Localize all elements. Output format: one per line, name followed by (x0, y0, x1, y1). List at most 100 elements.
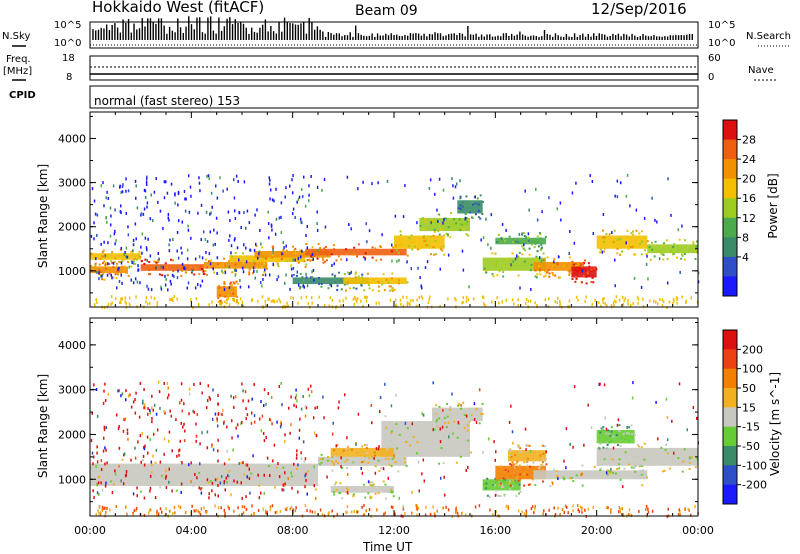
freq-tick-top: 18 (62, 53, 75, 64)
power-colorbar-tick-4: 12 (742, 212, 756, 225)
power-colorbar-tick-0: 28 (742, 134, 756, 147)
power-colorbar-swatch-4 (723, 198, 737, 219)
power-heatmap-cells (90, 173, 700, 310)
xtick-label-1: 04:00 (175, 524, 207, 537)
nave-tick-bottom: 0 (708, 72, 715, 83)
xtick-label-4: 16:00 (479, 524, 511, 537)
power-colorbar-swatch-8 (723, 276, 737, 297)
power-band-5 (254, 250, 331, 258)
velocity-colorbar-swatch-2 (723, 368, 737, 389)
velocity-band-8 (508, 450, 546, 462)
power-colorbar-swatch-5 (723, 217, 737, 238)
velocity-colorbar-tick-5: -50 (742, 440, 760, 453)
power-band-speckle-10 (483, 251, 546, 279)
power-band-speckle-12 (571, 260, 598, 285)
noise-search-label: N.Search (746, 31, 792, 42)
axis-labels: 4000 3000 2000 1000 4000 3000 2000 1000 00:00 04:… (58, 132, 714, 537)
velocity-colorbar-swatch-5 (723, 426, 737, 447)
power-y-axis-title: Slant Range [km] (36, 163, 50, 269)
velocity-band-speckle-10 (599, 442, 699, 473)
noise-panel-frame (89, 21, 699, 49)
freq-unit-label: [MHz] (3, 66, 33, 77)
colorbars: 28 24 20 16 12 8 4 200 100 50 15 -15 -50 -100 -200 (722, 119, 767, 505)
velocity-band-9 (533, 470, 648, 480)
power-band-15 (495, 237, 546, 245)
velocity-band-3 (381, 421, 470, 457)
noise-panel-marks (12, 16, 790, 109)
power-band-16 (292, 277, 369, 285)
power-colorbar-swatch-6 (723, 237, 737, 258)
xtick-label-0: 00:00 (74, 524, 106, 537)
velocity-colorbar-tick-4: -15 (742, 421, 760, 434)
velocity-colorbar-tick-6: -100 (742, 459, 767, 472)
velocity-colorbar-swatch-7 (723, 465, 737, 486)
velocity-ytick-label-0: 4000 (58, 339, 86, 352)
power-band-18 (216, 286, 237, 298)
noise-sky-label: N.Sky (2, 31, 31, 42)
velocity-y-axis-title: Slant Range [km] (36, 373, 50, 479)
date-title: 12/Sep/2016 (591, 0, 687, 18)
power-band-12 (571, 266, 597, 278)
noise-sky-bars (92, 16, 693, 40)
power-colorbar-tick-3: 16 (742, 192, 756, 205)
nave-tick-top: 60 (708, 53, 721, 64)
freq-label: Freq. (6, 54, 31, 65)
power-colorbar-frame (722, 119, 738, 297)
velocity-colorbar-swatch-4 (723, 407, 737, 428)
power-colorbar-tick-1: 24 (742, 153, 756, 166)
power-band-6 (305, 248, 407, 256)
power-band-13 (596, 235, 648, 249)
power-scatter-echoes (90, 173, 700, 310)
velocity-band-5 (330, 447, 394, 457)
velocity-band-speckle-0 (91, 458, 317, 493)
power-band-7 (394, 235, 445, 249)
velocity-band-speckle-5 (332, 442, 396, 465)
freq-panel-frame (89, 55, 699, 81)
power-band-speckle-13 (598, 229, 650, 256)
beam-title: Beam 09 (355, 3, 418, 19)
velocity-colorbar-swatch-3 (723, 388, 737, 408)
velocity-heatmap-cells (90, 380, 699, 519)
noise-right-tick-bottom: 10^0 (708, 38, 736, 49)
velocity-colorbar-title: Velocity [m s^-1] (768, 371, 782, 477)
power-colorbar-swatch-1 (723, 139, 737, 160)
velocity-colorbar-tick-2: 50 (742, 382, 756, 395)
velocity-colorbar-swatch-0 (723, 330, 737, 350)
power-band-14 (647, 244, 698, 254)
power-band-speckle-16 (292, 271, 364, 291)
velocity-band-speckle-9 (534, 464, 648, 488)
power-ytick-label-1: 3000 (58, 177, 86, 190)
velocity-band-speckle-8 (508, 444, 547, 470)
cpid-label: CPID (9, 90, 36, 101)
velocity-band-0 (90, 463, 318, 486)
power-band-11 (533, 262, 584, 271)
power-ytick-label-3: 1000 (58, 265, 86, 278)
power-colorbar-tick-5: 8 (742, 231, 749, 244)
velocity-band-10 (596, 447, 698, 466)
power-colorbar-tick-2: 20 (742, 173, 756, 186)
freq-tick-bottom: 8 (66, 72, 73, 83)
power-band-speckle-15 (496, 232, 547, 253)
xtick-label-5: 20:00 (581, 524, 613, 537)
velocity-colorbar-swatch-6 (723, 446, 737, 466)
velocity-colorbar-swatch-1 (723, 349, 737, 370)
power-band-speckle-2 (140, 258, 206, 278)
velocity-colorbar-tick-0: 200 (742, 343, 763, 356)
power-band-17 (343, 277, 407, 285)
power-band-10 (482, 257, 546, 271)
velocity-colorbar-swatch-8 (723, 484, 737, 505)
velocity-band-speckle-11 (597, 424, 636, 451)
xtick-label-3: 12:00 (378, 524, 410, 537)
nave-label: Nave (748, 65, 774, 76)
power-band-speckle-14 (648, 238, 699, 261)
noise-left-tick-top: 10^5 (54, 20, 82, 31)
power-band-0 (90, 253, 141, 260)
noise-right-tick-top: 10^5 (708, 20, 736, 31)
velocity-ytick-label-3: 1000 (58, 473, 86, 486)
velocity-ytick-label-2: 2000 (58, 428, 86, 441)
velocity-colorbar-tick-3: 15 (742, 401, 756, 414)
xtick-label-2: 08:00 (277, 524, 309, 537)
velocity-colorbar-frame (722, 329, 738, 505)
x-axis-title: Time UT (363, 540, 413, 554)
velocity-ytick-label-1: 3000 (58, 384, 86, 397)
